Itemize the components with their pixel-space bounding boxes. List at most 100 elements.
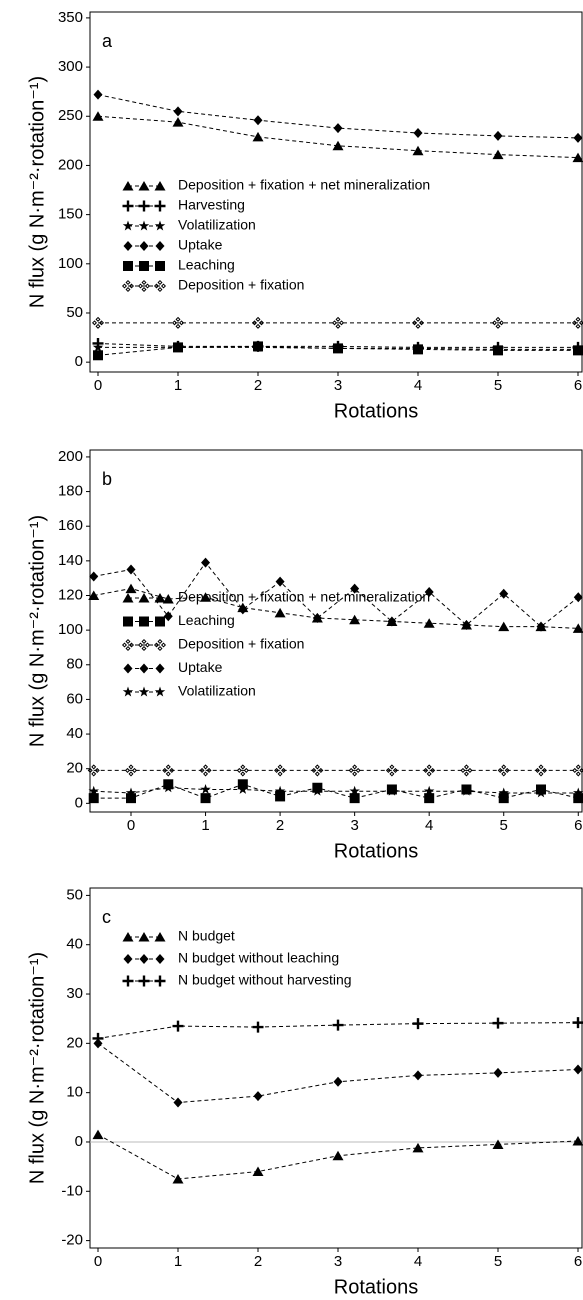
data-point (572, 152, 583, 163)
data-point (332, 1019, 344, 1031)
y-tick-label: 30 (66, 985, 83, 1002)
y-tick-label: 60 (66, 690, 83, 707)
legend-marker (122, 200, 134, 212)
y-tick-label: 50 (66, 304, 83, 321)
x-tick-label: 4 (425, 817, 433, 834)
data-point (333, 343, 343, 354)
legend-marker (121, 279, 135, 293)
y-tick-label: 120 (58, 586, 83, 603)
data-point (88, 785, 99, 796)
data-point (460, 764, 473, 777)
data-point (274, 785, 286, 796)
data-point (572, 1135, 583, 1146)
y-tick-label: 10 (66, 1084, 83, 1101)
legend-marker (122, 975, 134, 987)
legend-marker (123, 261, 133, 271)
legend-label: Deposition + fixation (178, 636, 304, 652)
legend-marker (155, 261, 165, 271)
data-point (423, 785, 435, 796)
data-point (172, 117, 184, 127)
legend-marker (154, 220, 166, 231)
legend-marker (155, 663, 165, 674)
y-axis-label: N flux (g N·m⁻²·rotation⁻¹) (26, 952, 48, 1184)
x-tick-label: 5 (494, 1253, 502, 1270)
panel-label: b (102, 469, 112, 489)
data-point (349, 785, 360, 796)
data-point (162, 593, 174, 604)
x-tick-label: 0 (127, 817, 135, 834)
x-tick-label: 2 (254, 377, 262, 394)
data-point (253, 1091, 263, 1102)
data-point (237, 783, 249, 794)
data-point (573, 793, 583, 804)
data-point (274, 607, 286, 618)
x-tick-label: 6 (574, 377, 582, 394)
x-tick-label: 6 (574, 1253, 582, 1270)
legend-marker (139, 663, 149, 674)
y-tick-label: 200 (58, 156, 83, 173)
legend-marker (154, 975, 166, 987)
data-point (172, 1020, 184, 1032)
data-point (312, 785, 323, 796)
y-tick-label: 180 (58, 483, 83, 500)
legend-label: N budget (178, 928, 235, 944)
data-point (348, 764, 361, 777)
data-point (423, 764, 436, 777)
data-point (201, 557, 211, 568)
legend-marker (154, 200, 166, 212)
legend-marker (139, 616, 149, 627)
data-point (573, 132, 583, 143)
y-tick-label: -20 (61, 1232, 83, 1249)
data-point (535, 787, 547, 798)
legend-marker (139, 241, 149, 251)
data-point (92, 1129, 104, 1140)
data-point (412, 1142, 424, 1153)
x-tick-label: 3 (350, 817, 358, 834)
data-point (573, 787, 583, 798)
data-point (87, 764, 100, 777)
data-point (492, 1139, 504, 1149)
x-tick-label: 1 (201, 817, 209, 834)
legend-marker (154, 686, 166, 697)
data-point (126, 564, 136, 575)
series-line (93, 588, 579, 629)
data-point (498, 621, 510, 632)
x-axis-label: Rotations (334, 840, 419, 862)
y-axis-label: N flux (g N·m⁻²·rotation⁻¹) (26, 76, 48, 308)
data-point (252, 1021, 264, 1033)
legend-marker (122, 220, 134, 231)
legend-label: Deposition + fixation (178, 277, 304, 293)
data-point (252, 131, 264, 142)
data-point (332, 140, 344, 151)
legend-marker (123, 241, 133, 251)
data-point (573, 1064, 583, 1075)
legend-label: Uptake (178, 237, 223, 253)
y-tick-label: 250 (58, 107, 83, 124)
y-axis-label: N flux (g N·m⁻²·rotation⁻¹) (26, 515, 48, 747)
legend-marker (121, 638, 135, 652)
legend-marker (123, 954, 133, 964)
data-point (461, 785, 472, 796)
legend-marker (137, 638, 151, 652)
legend-marker (139, 261, 149, 271)
data-point (461, 619, 471, 630)
data-point (333, 1076, 343, 1087)
x-tick-label: 2 (276, 817, 284, 834)
x-tick-label: 0 (94, 377, 102, 394)
legend-marker (154, 593, 166, 603)
x-tick-label: 0 (94, 1253, 102, 1270)
data-point (413, 127, 423, 138)
legend-marker (137, 279, 151, 293)
legend-label: Uptake (178, 659, 223, 675)
data-point (200, 592, 212, 602)
series-line (93, 561, 579, 628)
legend-marker (123, 616, 133, 627)
data-point (493, 1067, 503, 1078)
data-point (493, 345, 503, 356)
y-tick-label: -10 (61, 1182, 83, 1199)
data-point (573, 345, 583, 356)
data-point (423, 618, 435, 628)
data-point (173, 106, 183, 117)
y-tick-label: 50 (66, 886, 83, 903)
legend-marker (122, 181, 134, 191)
